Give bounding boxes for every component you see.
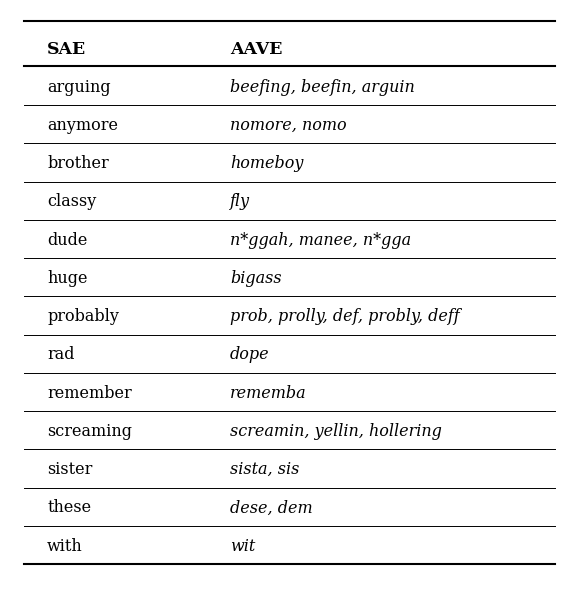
- Text: anymore: anymore: [47, 117, 118, 134]
- Text: SAE: SAE: [47, 41, 86, 59]
- Text: huge: huge: [47, 270, 88, 287]
- Text: with: with: [47, 537, 83, 554]
- Text: nomore, nomo: nomore, nomo: [230, 117, 347, 134]
- Text: wit: wit: [230, 537, 255, 554]
- Text: AAVE: AAVE: [230, 41, 282, 59]
- Text: arguing: arguing: [47, 79, 111, 96]
- Text: rad: rad: [47, 346, 75, 364]
- Text: fly: fly: [230, 193, 250, 210]
- Text: sista, sis: sista, sis: [230, 461, 299, 478]
- Text: screaming: screaming: [47, 423, 132, 440]
- Text: dese, dem: dese, dem: [230, 500, 312, 517]
- Text: rememba: rememba: [230, 385, 307, 401]
- Text: dude: dude: [47, 232, 87, 249]
- Text: n*ggah, manee, n*gga: n*ggah, manee, n*gga: [230, 232, 411, 249]
- Text: screamin, yellin, hollering: screamin, yellin, hollering: [230, 423, 442, 440]
- Text: probably: probably: [47, 308, 119, 325]
- Text: brother: brother: [47, 155, 109, 172]
- Text: beefing, beefin, arguin: beefing, beefin, arguin: [230, 79, 414, 96]
- Text: these: these: [47, 500, 91, 517]
- Text: dope: dope: [230, 346, 270, 364]
- Text: bigass: bigass: [230, 270, 281, 287]
- Text: prob, prolly, def, probly, deff: prob, prolly, def, probly, deff: [230, 308, 460, 325]
- Text: sister: sister: [47, 461, 92, 478]
- Text: remember: remember: [47, 385, 132, 401]
- Text: homeboy: homeboy: [230, 155, 303, 172]
- Text: classy: classy: [47, 193, 96, 210]
